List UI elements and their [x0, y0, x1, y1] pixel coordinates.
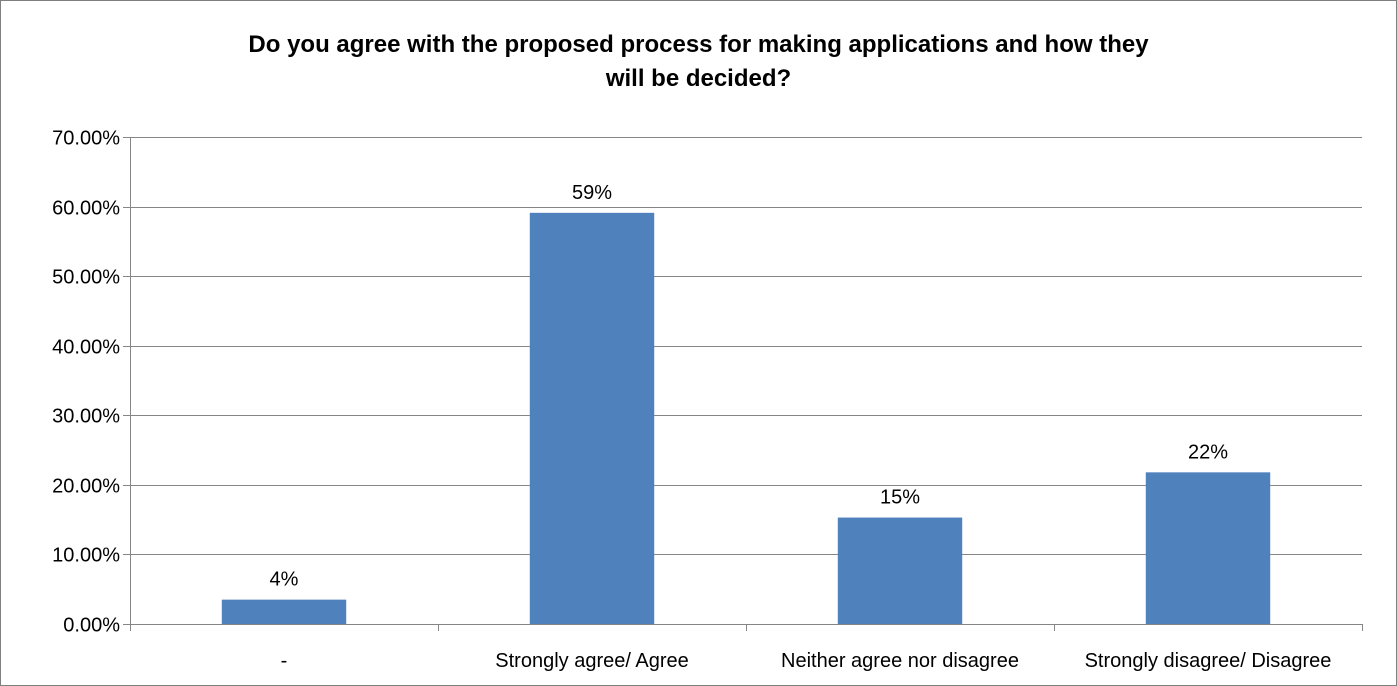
y-tick-label: 50.00% [52, 267, 120, 289]
bar [221, 599, 347, 624]
data-label: 4% [270, 569, 299, 591]
y-tick-label: 40.00% [52, 337, 120, 359]
y-tick-label: 10.00% [52, 545, 120, 567]
labels: 0.00% 10.00% 20.00% 30.00% 40.00% 50.00% 60.00… [52, 128, 1331, 673]
axes [123, 137, 1363, 631]
y-tick-label: 60.00% [52, 198, 120, 220]
data-label: 59% [572, 182, 612, 204]
x-tick-label: Strongly disagree/ Disagree [1085, 650, 1332, 672]
x-tick-label: Neither agree nor disagree [781, 650, 1019, 672]
y-tick-label: 30.00% [52, 406, 120, 428]
data-label: 22% [1188, 441, 1228, 463]
y-tick-label: 70.00% [52, 128, 120, 150]
x-tick-label: Strongly agree/ Agree [495, 650, 688, 672]
y-tick-label: 0.00% [63, 615, 120, 637]
bars [221, 212, 1271, 624]
chart-title-line-2: will be decided? [605, 65, 792, 92]
data-label: 15% [880, 487, 920, 509]
chart-title: Do you agree with the proposed process f… [0, 28, 1397, 96]
bar [1145, 472, 1271, 624]
chart-title-line-1: Do you agree with the proposed process f… [248, 31, 1149, 58]
x-tick-label: - [281, 650, 288, 672]
bar [837, 517, 963, 624]
bar [529, 212, 655, 624]
y-tick-label: 20.00% [52, 476, 120, 498]
